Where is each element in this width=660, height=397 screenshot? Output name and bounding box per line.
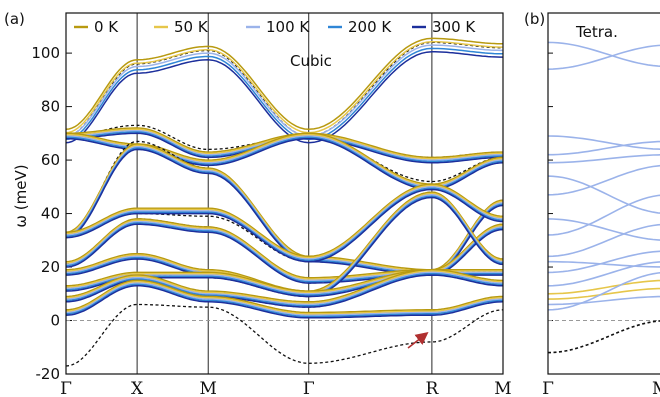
panel-a-label: (a) <box>4 10 25 28</box>
panel-b-annotation: Tetra. <box>575 23 618 41</box>
x-path-label-b: Γ <box>542 379 554 397</box>
temperature-branch <box>66 127 503 159</box>
temperature-branch <box>66 218 503 279</box>
legend-label: 300 K <box>432 18 476 36</box>
tetra-branch <box>548 154 660 164</box>
tetra-branch <box>548 320 660 354</box>
tetra-branch <box>548 287 660 300</box>
y-tick-label: 0 <box>50 312 60 330</box>
soft-mode-arrow <box>407 332 429 349</box>
panel-b-frame <box>547 12 660 375</box>
tetra-branch <box>548 218 660 241</box>
temperature-branch <box>66 132 503 185</box>
temperature-branch <box>66 44 503 137</box>
panel-b-label: (b) <box>524 10 545 28</box>
x-path-label: M <box>494 379 511 397</box>
temperature-branch <box>66 187 503 262</box>
legend-label: 200 K <box>348 18 392 36</box>
y-tick-label: 20 <box>41 258 60 276</box>
tetra-branch <box>548 295 660 306</box>
x-path-label: Γ <box>303 379 315 397</box>
temperature-branch <box>66 188 503 263</box>
temperature-branch <box>66 282 503 316</box>
tetra-branch <box>548 194 660 236</box>
temperature-branch <box>66 135 503 188</box>
temperature-branch <box>66 51 503 144</box>
temperature-branch <box>66 283 503 318</box>
y-tick-label: 60 <box>41 151 60 169</box>
x-path-label: M <box>199 379 216 397</box>
panel-b-dispersion-curves <box>548 41 660 354</box>
temperature-branch <box>66 40 503 134</box>
y-tick-label: -20 <box>36 365 61 383</box>
temperature-branch <box>66 272 503 307</box>
temperature-branch <box>66 128 503 160</box>
x-path-label: X <box>131 379 144 397</box>
temperature-branch <box>66 279 503 314</box>
tetra-branch <box>548 140 660 156</box>
temperature-branch <box>66 133 503 187</box>
temperature-branch <box>66 143 503 271</box>
panel-a-frame <box>65 12 504 375</box>
tetra-branch <box>548 41 660 68</box>
panel-a-annotation: Cubic <box>290 52 332 70</box>
temperature-branch <box>66 47 503 141</box>
x-path-label: Γ <box>60 379 72 397</box>
panel-a-dispersion-curves <box>66 37 503 367</box>
tetra-branch <box>548 44 660 70</box>
temperature-branch <box>66 280 503 315</box>
legend-label: 0 K <box>94 18 119 36</box>
legend-label: 50 K <box>174 18 209 36</box>
temperature-branch <box>66 219 503 280</box>
x-path-label: R <box>425 379 439 397</box>
x-path-label-b: M <box>652 379 660 397</box>
tetra-branch <box>548 175 660 214</box>
y-tick-label: 80 <box>41 98 60 116</box>
temperature-branch <box>66 285 503 319</box>
temperature-branch <box>66 268 503 303</box>
tetra-branch <box>548 135 660 150</box>
y-tick-label: 100 <box>31 44 60 62</box>
tetra-branch <box>548 223 660 258</box>
tetra-branch <box>548 260 660 268</box>
tetra-branch <box>548 164 660 196</box>
temperature-branch <box>66 186 503 260</box>
legend-label: 100 K <box>266 18 310 36</box>
legend: 0 K 50 K 100 K 200 K 300 K <box>74 18 476 36</box>
reference-branch <box>66 303 503 367</box>
temperature-branch <box>66 191 503 292</box>
temperature-branch <box>66 270 503 304</box>
y-tick-label: 40 <box>41 205 60 223</box>
panel-b-x-labels: ΓM <box>542 379 660 397</box>
tetra-branch <box>548 279 660 295</box>
temperature-branch <box>66 37 503 131</box>
panel-a-y-ticks: -20 0 20 40 60 80 100 <box>31 44 553 383</box>
temperature-branch <box>66 271 503 306</box>
temperature-branch <box>66 129 503 161</box>
y-axis-label: ω (meV) <box>12 164 30 227</box>
tetra-branch <box>548 271 660 311</box>
temperature-branch <box>66 184 503 259</box>
temperature-branch <box>66 183 503 258</box>
tetra-branch <box>548 261 660 287</box>
tetra-branch <box>548 250 660 274</box>
